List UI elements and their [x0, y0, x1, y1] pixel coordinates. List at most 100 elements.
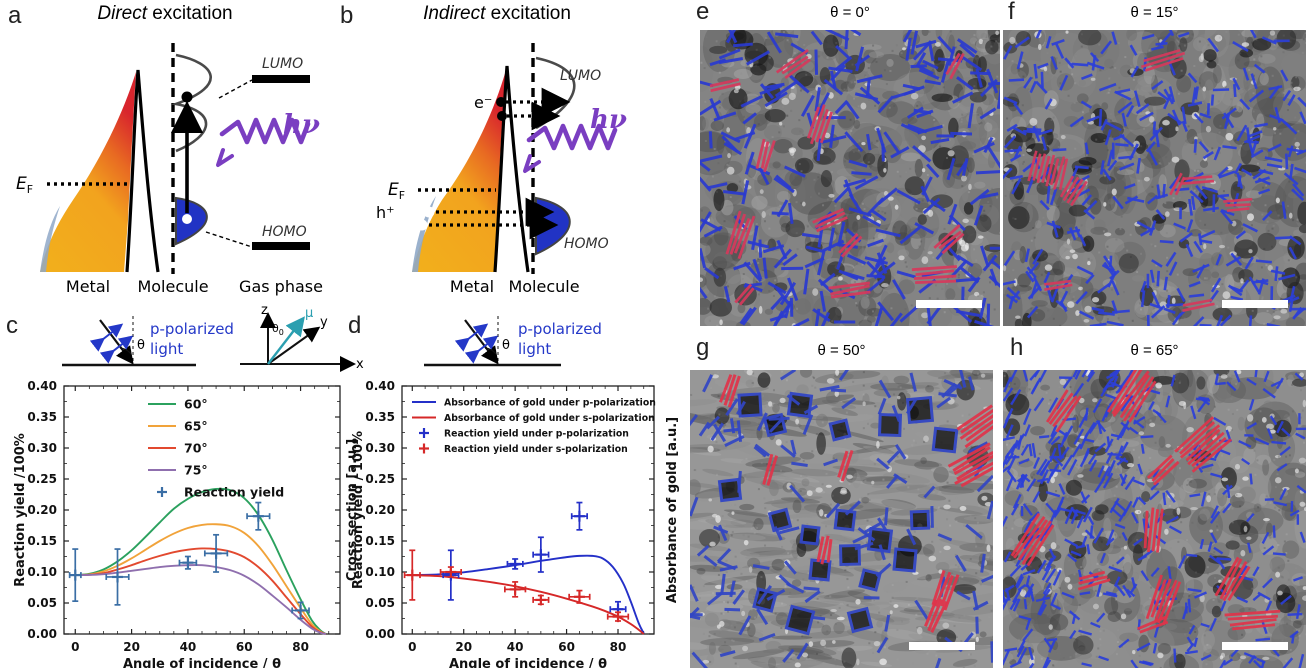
chart-d-series-0 — [412, 554, 645, 634]
lumo-bar — [252, 75, 310, 83]
svg-text:80: 80 — [610, 640, 627, 654]
svg-text:0.25: 0.25 — [27, 472, 57, 486]
electron-dot-2 — [497, 111, 507, 121]
molecule-label: Molecule — [508, 277, 579, 296]
svg-text:0: 0 — [71, 640, 79, 654]
y-axis-label: y — [320, 315, 328, 330]
panel-a-title-em: Direct — [97, 3, 148, 24]
panel-b-label: b — [340, 2, 354, 29]
panel-d-label: d — [348, 312, 362, 339]
svg-text:Reaction yield /100%: Reaction yield /100% — [13, 433, 28, 587]
panel-g-micrograph — [690, 370, 993, 668]
molecule-label: Molecule — [137, 277, 208, 296]
chart-d-scatter-1 — [403, 549, 630, 623]
panel-c-chart: 0 20 40 60 80 0.00 0.05 0.10 0.15 0.20 0.25 0.30 0.3… — [13, 379, 360, 668]
homo-label: HOMO — [564, 236, 609, 252]
panel-c-inset: θ p-polarized light x y z μ θ0 — [62, 304, 364, 372]
panel-b: b Indirect excitation — [332, 0, 662, 300]
photon-squiggle — [523, 123, 618, 173]
svg-text:0.40: 0.40 — [365, 379, 395, 393]
panel-h-micrograph — [1003, 370, 1306, 668]
img-h-scale-bar — [1222, 642, 1288, 650]
svg-text:0.20: 0.20 — [27, 503, 57, 517]
svg-text:70°: 70° — [184, 440, 208, 455]
img-g-scale-bar — [909, 642, 975, 650]
hole-dot — [181, 213, 193, 225]
chart-c-series-2 — [75, 547, 327, 635]
chart-c-legend: 60° 65° 70° 75° Reaction yield — [148, 396, 284, 499]
panel-a-title-rest: excitation — [147, 3, 233, 24]
z-axis-label: z — [261, 304, 268, 318]
panel-a: a Direct excitation — [0, 0, 330, 300]
electron-dot-1 — [496, 97, 506, 107]
svg-text:20: 20 — [455, 640, 472, 654]
svg-text:Absorbance of gold [a.u.]: Absorbance of gold [a.u.] — [665, 417, 680, 603]
svg-text:Cross section [a.u.]: Cross section [a.u.] — [345, 439, 360, 581]
chart-d-axes — [401, 385, 655, 635]
theta-label: θ — [502, 338, 510, 353]
img-h-rod-overlay — [1003, 370, 1306, 668]
metal-label: Metal — [450, 277, 494, 296]
p-polarized-text-1: p-polarized — [150, 320, 234, 338]
svg-text:0.25: 0.25 — [365, 472, 395, 486]
metal-label: Metal — [66, 277, 110, 296]
panel-f: f θ = 15° — [996, 0, 1306, 330]
chart-d-series-1 — [412, 574, 645, 635]
svg-text:75°: 75° — [184, 462, 208, 477]
svg-text:Angle of incidence / θ: Angle of incidence / θ — [449, 657, 607, 668]
svg-text:0: 0 — [408, 640, 416, 654]
svg-text:80: 80 — [292, 640, 309, 654]
img-e-rod-overlay — [700, 30, 1000, 326]
panel-e-title: θ = 0° — [830, 4, 870, 21]
svg-text:0.40: 0.40 — [27, 379, 57, 393]
svg-text:Absorbance of gold under s-pol: Absorbance of gold under s-polarization — [444, 413, 655, 424]
metal-distribution-blue — [40, 206, 60, 272]
chart-c-axis-labels: Angle of incidence / θ Reaction yield /10… — [13, 433, 360, 668]
panel-e-label: e — [696, 0, 710, 25]
img-g-rod-overlay — [690, 370, 993, 668]
coordinate-axes-sketch: x y z μ θ0 — [240, 304, 364, 372]
svg-text:65°: 65° — [184, 418, 208, 433]
svg-text:Reaction yield: Reaction yield — [184, 484, 284, 499]
chart-d-tick-labels: 0 20 40 60 80 0.00 0.05 0.10 0.15 0.20 0.25 0.30 0.3… — [365, 379, 626, 654]
panel-f-label: f — [1008, 0, 1015, 25]
x-axis-label: x — [356, 357, 364, 372]
svg-text:0.10: 0.10 — [365, 565, 395, 579]
barrier-curve — [493, 65, 530, 273]
svg-text:60°: 60° — [184, 396, 208, 411]
barrier-curve — [125, 69, 160, 273]
svg-text:0.00: 0.00 — [365, 627, 395, 641]
panel-e: e θ = 0° — [690, 0, 1002, 330]
chart-c-scatter-0 — [68, 501, 310, 620]
panel-a-diagram: hν EF LUMO HOMO Metal Molecule Gas phase — [16, 43, 323, 296]
svg-text:0.35: 0.35 — [365, 410, 395, 424]
panel-c: c θ p-polarized light — [0, 300, 368, 668]
panel-a-title: Direct excitation — [0, 3, 330, 25]
panel-d-inset: θ p-polarized light — [424, 316, 602, 367]
panel-f-title: θ = 15° — [1130, 4, 1179, 21]
panel-g-label: g — [696, 334, 710, 361]
svg-text:0.05: 0.05 — [365, 596, 395, 610]
homo-connector — [205, 231, 253, 248]
chart-d-scatter-0 — [442, 501, 627, 618]
homo-bar — [252, 242, 310, 250]
svg-text:Reaction yield under s-polariz: Reaction yield under s-polarization — [444, 444, 628, 455]
metal-distribution — [412, 70, 506, 272]
svg-text:Reaction yield / 100%: Reaction yield / 100% — [351, 431, 366, 589]
svg-text:0.30: 0.30 — [365, 441, 395, 455]
chart-d-axis-labels: Angle of incidence / θ Reaction yield / 1… — [351, 417, 680, 668]
lumo-dos — [171, 53, 212, 153]
panel-d-chart: 0 20 40 60 80 0.00 0.05 0.10 0.15 0.20 0.25 0.30 0.3… — [351, 379, 680, 668]
chart-d-legend: Absorbance of gold under p-polarization A… — [412, 397, 656, 455]
hv-label: hν — [590, 105, 627, 135]
theta-label: θ — [137, 338, 145, 353]
panel-g: g θ = 50° — [688, 336, 1000, 668]
svg-text:40: 40 — [507, 640, 524, 654]
svg-text:0.10: 0.10 — [27, 565, 57, 579]
hole-dot-2 — [416, 219, 428, 231]
panel-b-title-rest: excitation — [485, 3, 571, 24]
panel-h-title: θ = 65° — [1130, 342, 1179, 359]
p-polarized-text-1: p-polarized — [518, 320, 602, 338]
svg-text:Absorbance of gold under p-pol: Absorbance of gold under p-polarization — [444, 397, 656, 408]
chart-c-tick-labels: 0 20 40 60 80 0.00 0.05 0.10 0.15 0.20 0.25 0.30 0.3… — [27, 379, 309, 654]
